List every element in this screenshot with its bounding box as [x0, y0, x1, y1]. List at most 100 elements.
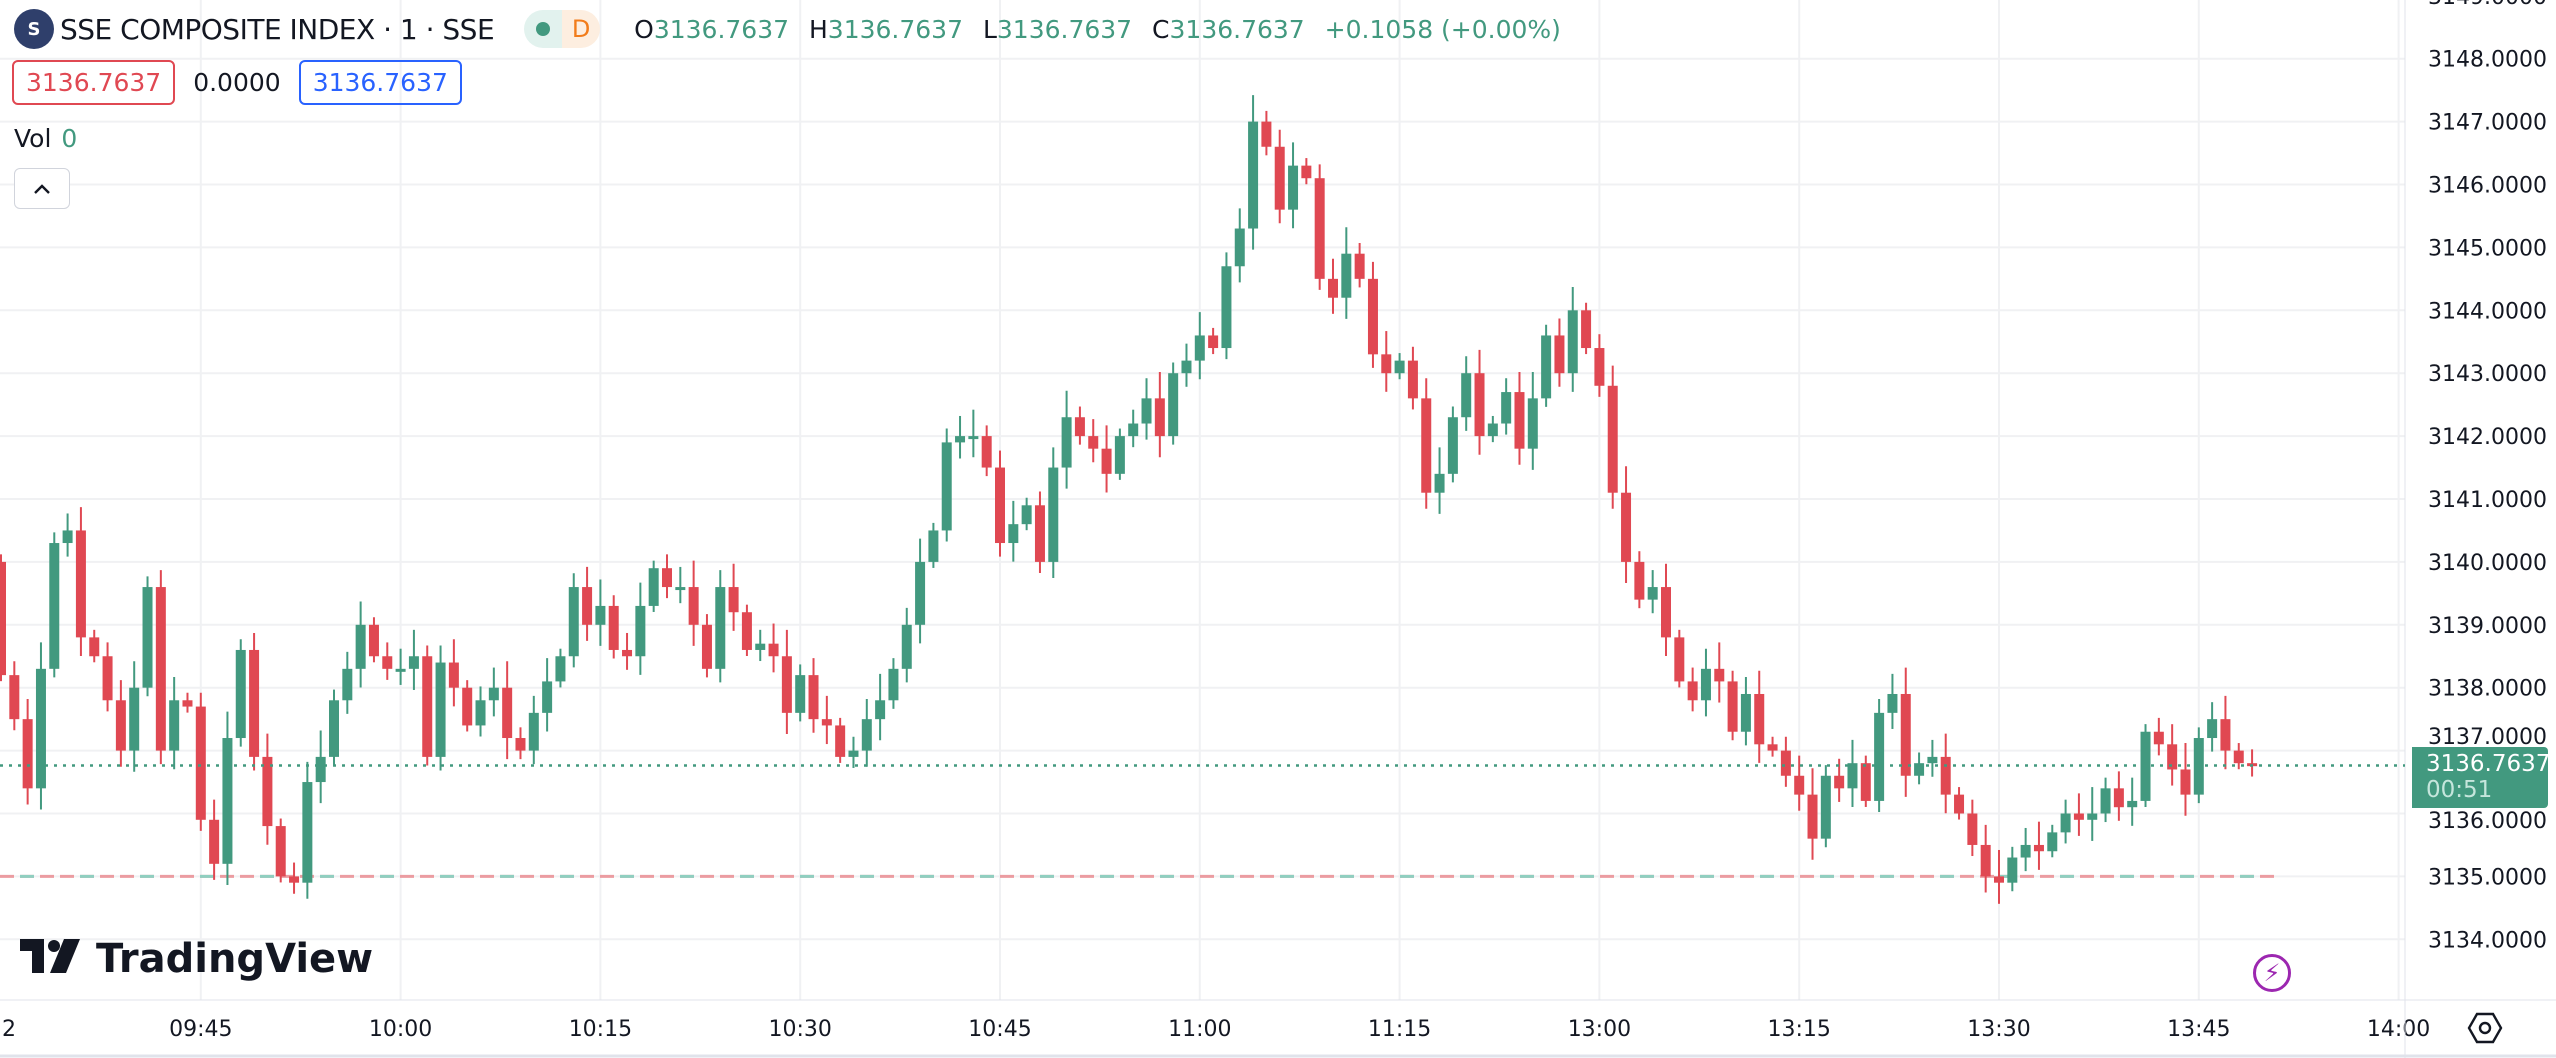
candle-up	[861, 719, 872, 751]
candle-down	[515, 738, 526, 751]
candle-down	[1154, 398, 1165, 437]
candle-down	[1954, 794, 1965, 814]
lightning-icon[interactable]: ⚡	[2253, 954, 2291, 992]
candle-up	[888, 668, 899, 701]
candle-up	[675, 587, 686, 591]
candle-up	[475, 700, 486, 726]
candle-down	[1860, 763, 1871, 801]
x-tick-label: 13:15	[1767, 1017, 1830, 1042]
tradingview-logo[interactable]: TradingView	[20, 934, 373, 983]
candle-down	[1274, 146, 1285, 210]
candle-down	[995, 467, 1005, 544]
candle-up	[1461, 373, 1472, 418]
candle-up	[1394, 360, 1405, 374]
x-tick-label: 13:00	[1568, 1017, 1631, 1042]
candle-down	[1687, 681, 1698, 701]
candle-down	[195, 706, 206, 820]
candle-down	[1900, 693, 1911, 776]
candle-up	[2060, 813, 2071, 833]
candle-down	[768, 643, 779, 657]
candle-down	[1381, 354, 1392, 374]
candle-up	[1927, 756, 1938, 764]
candle-up	[635, 605, 646, 657]
candle-up	[1487, 423, 1498, 437]
candle-down	[1780, 750, 1791, 776]
candle-down	[1834, 775, 1845, 789]
candle-up	[715, 587, 726, 669]
candle-down	[741, 612, 752, 650]
tradingview-text: TradingView	[96, 935, 374, 982]
candle-up	[968, 436, 979, 440]
candle-down	[2153, 731, 2164, 745]
ohlc-values: O3136.7637 H3136.7637 L3136.7637 C3136.7…	[634, 14, 1561, 44]
candle-down	[1727, 681, 1738, 732]
candle-up	[1914, 763, 1925, 776]
candle-up	[1048, 467, 1059, 562]
spread-value: 0.0000	[193, 68, 281, 97]
candle-up	[1820, 775, 1831, 839]
candle-down	[1208, 335, 1219, 349]
candle-down	[1101, 448, 1112, 474]
y-tick-label: 3140.0000	[2428, 551, 2547, 576]
y-tick-label: 3149.0000	[2428, 0, 2547, 10]
candle-up	[342, 668, 353, 701]
candle-down	[688, 587, 699, 625]
candle-down	[275, 826, 286, 877]
candle-up	[1740, 693, 1751, 732]
candle-up	[1141, 398, 1152, 424]
open-value: 3136.7637	[653, 14, 790, 44]
candle-down	[0, 561, 6, 676]
candle-down	[1767, 744, 1778, 751]
volume-value: 0	[61, 124, 78, 153]
candle-down	[981, 436, 992, 468]
candle-down	[1980, 844, 1991, 877]
symbol-legend: S SSE COMPOSITE INDEX · 1 · SSE D O3136.…	[14, 8, 1573, 50]
x-tick-label: 10:45	[968, 1017, 1031, 1042]
candle-up	[1288, 165, 1299, 210]
candle-down	[1661, 587, 1671, 638]
sell-button[interactable]: 3136.7637	[12, 60, 176, 105]
candle-down	[1674, 637, 1685, 682]
candle-down	[1994, 876, 2004, 883]
bar-countdown: 00:51	[2426, 777, 2493, 803]
candle-down	[2180, 769, 2191, 795]
candle-up	[35, 668, 46, 789]
candle-down	[1314, 178, 1325, 279]
volume-legend: Vol 0	[14, 124, 77, 153]
candle-up	[555, 656, 566, 682]
candle-up	[395, 668, 406, 672]
candle-down	[1354, 253, 1365, 279]
low-value: 3136.7637	[996, 14, 1133, 44]
candle-down	[608, 605, 619, 650]
candle-down	[1754, 693, 1765, 745]
collapse-legend-button[interactable]	[14, 168, 70, 209]
y-tick-label: 3148.0000	[2428, 48, 2547, 73]
candle-down	[2113, 788, 2124, 808]
buy-button[interactable]: 3136.7637	[298, 60, 462, 105]
candle-down	[1367, 278, 1378, 355]
quote-boxes: 3136.7637 0.0000 3136.7637	[12, 60, 462, 105]
y-tick-label: 3147.0000	[2428, 111, 2547, 136]
y-tick-label: 3142.0000	[2428, 425, 2547, 450]
candle-down	[1607, 385, 1618, 493]
candle-down	[1301, 165, 1312, 179]
chart-settings-icon[interactable]	[2467, 1010, 2503, 1046]
candle-up	[315, 756, 326, 783]
candle-up	[1061, 417, 1072, 468]
candle-down	[1940, 756, 1951, 795]
candle-down	[2233, 750, 2244, 764]
candle-up	[235, 649, 246, 739]
candle-down	[1967, 813, 1978, 845]
candle-down	[1034, 505, 1045, 562]
symbol-title[interactable]: SSE COMPOSITE INDEX · 1 · SSE	[60, 12, 495, 46]
candle-down	[155, 587, 166, 751]
candle-up	[435, 662, 446, 757]
candle-up	[1221, 266, 1232, 349]
candle-up	[1501, 392, 1512, 424]
candle-down	[1621, 492, 1632, 562]
candle-down	[382, 656, 393, 669]
candle-up	[2047, 832, 2058, 852]
market-status-badge[interactable]: D	[524, 10, 601, 48]
candle-up	[2127, 800, 2138, 808]
